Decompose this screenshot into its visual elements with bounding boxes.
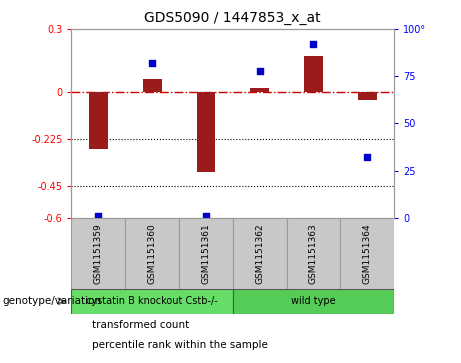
Bar (143, 79, 161, 92)
Bar (287, 218, 340, 289)
Text: genotype/variation: genotype/variation (2, 296, 101, 306)
Text: percentile rank within the sample: percentile rank within the sample (92, 340, 268, 350)
Text: cystatin B knockout Cstb-/-: cystatin B knockout Cstb-/- (86, 296, 218, 306)
Point (310, 41, 317, 47)
Bar (89, 92, 108, 148)
Point (202, 213, 210, 219)
Text: GSM1151361: GSM1151361 (201, 223, 210, 284)
Bar (179, 218, 233, 289)
Bar (125, 218, 179, 289)
Bar (233, 218, 287, 289)
Bar (71, 289, 233, 314)
Text: GSM1151360: GSM1151360 (148, 223, 157, 284)
Bar (340, 218, 394, 289)
Point (256, 68, 263, 73)
Text: wild type: wild type (291, 296, 336, 306)
Point (148, 60, 156, 66)
Bar (71, 218, 125, 289)
Text: GSM1151359: GSM1151359 (94, 223, 103, 284)
Point (95, 213, 102, 219)
Bar (196, 92, 215, 172)
Text: GSM1151364: GSM1151364 (363, 223, 372, 284)
Point (364, 155, 371, 160)
Bar (358, 92, 377, 100)
Title: GDS5090 / 1447853_x_at: GDS5090 / 1447853_x_at (144, 11, 321, 25)
Bar (233, 289, 394, 314)
Text: GSM1151362: GSM1151362 (255, 223, 264, 284)
Bar (250, 88, 269, 92)
Text: GSM1151363: GSM1151363 (309, 223, 318, 284)
Text: transformed count: transformed count (92, 320, 189, 330)
Bar (304, 56, 323, 92)
